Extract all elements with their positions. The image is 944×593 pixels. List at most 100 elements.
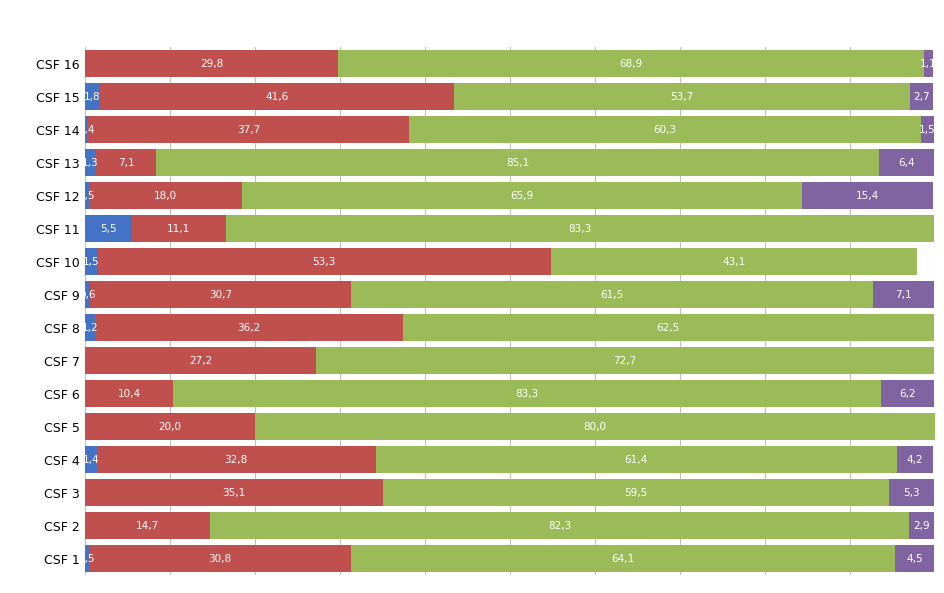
Text: 72,7: 72,7 xyxy=(614,356,636,366)
Bar xyxy=(89,116,409,144)
Bar xyxy=(242,183,802,209)
Text: 64,1: 64,1 xyxy=(612,554,634,564)
Bar xyxy=(409,116,921,144)
Bar xyxy=(85,545,89,572)
Bar xyxy=(89,183,242,209)
Bar xyxy=(95,314,403,342)
Bar xyxy=(90,281,351,308)
Bar xyxy=(383,479,888,506)
Text: 1,5: 1,5 xyxy=(83,257,100,267)
Text: 0,6: 0,6 xyxy=(79,290,95,300)
Bar xyxy=(85,347,316,374)
Text: 1,4: 1,4 xyxy=(82,455,99,465)
Text: 7,1: 7,1 xyxy=(118,158,134,168)
Text: 15,4: 15,4 xyxy=(856,191,879,201)
Text: 61,4: 61,4 xyxy=(625,455,648,465)
Bar xyxy=(897,447,933,473)
Bar xyxy=(888,479,934,506)
Bar xyxy=(85,281,90,308)
Text: 7,1: 7,1 xyxy=(895,290,912,300)
Text: 1,1: 1,1 xyxy=(919,59,936,69)
Bar xyxy=(85,512,210,539)
Text: 1,5: 1,5 xyxy=(919,125,936,135)
Bar xyxy=(802,183,933,209)
Text: 80,0: 80,0 xyxy=(583,422,606,432)
Text: 60,3: 60,3 xyxy=(653,125,676,135)
Bar xyxy=(338,50,923,78)
Bar xyxy=(85,50,338,78)
Text: 2,7: 2,7 xyxy=(913,92,930,102)
Text: 6,2: 6,2 xyxy=(899,389,916,398)
Bar xyxy=(85,84,100,110)
Bar xyxy=(923,50,933,78)
Text: 0,4: 0,4 xyxy=(78,125,95,135)
Bar xyxy=(85,183,89,209)
Text: 30,8: 30,8 xyxy=(209,554,231,564)
Bar xyxy=(873,281,934,308)
Bar xyxy=(96,149,157,176)
Text: 85,1: 85,1 xyxy=(506,158,530,168)
Text: 4,5: 4,5 xyxy=(906,554,923,564)
Bar xyxy=(881,380,934,407)
Text: 1,2: 1,2 xyxy=(82,323,98,333)
Text: 1,8: 1,8 xyxy=(84,92,101,102)
Bar xyxy=(255,413,935,440)
Text: 5,3: 5,3 xyxy=(902,488,919,498)
Bar xyxy=(100,84,454,110)
Bar xyxy=(98,248,550,275)
Bar xyxy=(376,447,897,473)
Bar xyxy=(85,248,98,275)
Text: 83,3: 83,3 xyxy=(515,389,539,398)
Text: 29,8: 29,8 xyxy=(200,59,223,69)
Text: 30,7: 30,7 xyxy=(209,290,232,300)
Bar xyxy=(85,479,383,506)
Bar xyxy=(403,314,934,342)
Text: 14,7: 14,7 xyxy=(136,521,159,531)
Text: 0,5: 0,5 xyxy=(79,191,95,201)
Bar xyxy=(351,545,896,572)
Bar xyxy=(131,215,226,243)
Text: 20,0: 20,0 xyxy=(159,422,181,432)
Text: 83,3: 83,3 xyxy=(568,224,592,234)
Bar xyxy=(454,84,910,110)
Text: 43,1: 43,1 xyxy=(722,257,745,267)
Bar xyxy=(910,84,933,110)
Text: 53,7: 53,7 xyxy=(670,92,694,102)
Bar xyxy=(97,447,376,473)
Bar xyxy=(316,347,934,374)
Text: 2,9: 2,9 xyxy=(913,521,930,531)
Text: 59,5: 59,5 xyxy=(624,488,648,498)
Bar xyxy=(909,512,934,539)
Bar xyxy=(85,380,174,407)
Bar xyxy=(85,149,96,176)
Bar xyxy=(89,545,351,572)
Bar xyxy=(879,149,934,176)
Text: 32,8: 32,8 xyxy=(225,455,248,465)
Text: 35,1: 35,1 xyxy=(223,488,245,498)
Bar xyxy=(550,248,917,275)
Text: 65,9: 65,9 xyxy=(511,191,533,201)
Bar xyxy=(85,215,131,243)
Text: 82,3: 82,3 xyxy=(548,521,571,531)
Text: 11,1: 11,1 xyxy=(167,224,191,234)
Text: 4,2: 4,2 xyxy=(906,455,923,465)
Bar xyxy=(210,512,909,539)
Text: 27,2: 27,2 xyxy=(189,356,212,366)
Text: 0,5: 0,5 xyxy=(79,554,95,564)
Bar xyxy=(351,281,873,308)
Text: 18,0: 18,0 xyxy=(154,191,177,201)
Bar xyxy=(157,149,879,176)
Text: 41,6: 41,6 xyxy=(265,92,289,102)
Bar xyxy=(85,447,97,473)
Text: 5,5: 5,5 xyxy=(100,224,117,234)
Text: 10,4: 10,4 xyxy=(118,389,141,398)
Bar xyxy=(174,380,881,407)
Bar xyxy=(85,314,95,342)
Text: 62,5: 62,5 xyxy=(657,323,680,333)
Text: 68,9: 68,9 xyxy=(619,59,643,69)
Text: 61,5: 61,5 xyxy=(600,290,624,300)
Bar xyxy=(921,116,934,144)
Bar xyxy=(85,413,255,440)
Text: 6,4: 6,4 xyxy=(898,158,915,168)
Bar xyxy=(896,545,934,572)
